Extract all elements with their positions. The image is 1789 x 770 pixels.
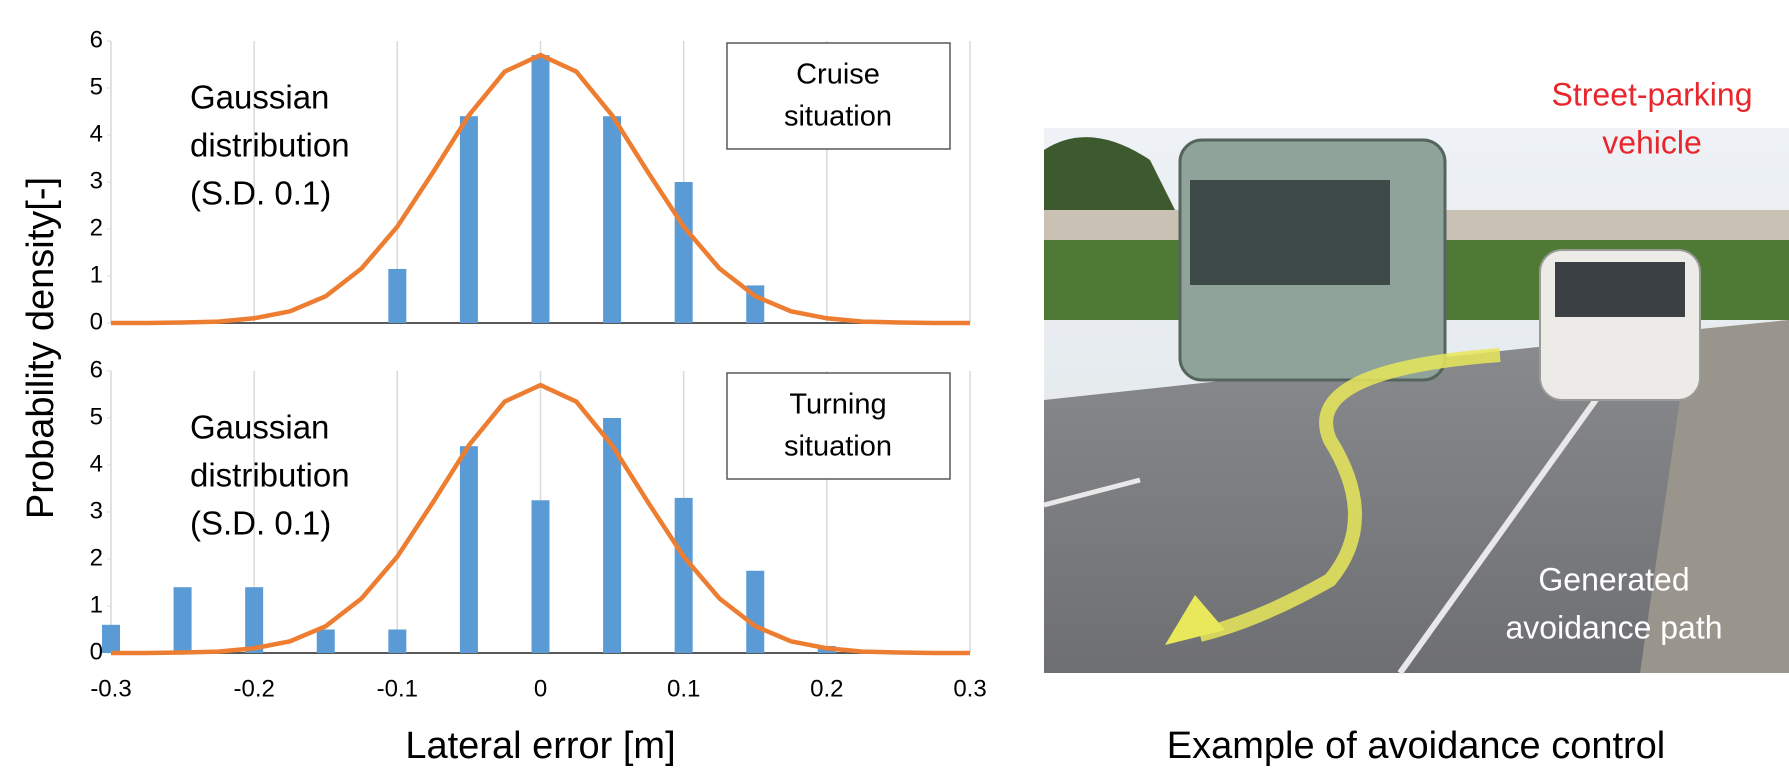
y-tick-label: 3 bbox=[90, 497, 103, 524]
y-tick-label: 3 bbox=[90, 167, 103, 194]
annotation: Gaussian bbox=[190, 79, 329, 116]
x-tick-label: -0.3 bbox=[90, 675, 131, 702]
bar bbox=[102, 625, 120, 653]
situation-label: situation bbox=[784, 101, 892, 133]
bar bbox=[317, 630, 335, 654]
y-axis-label: Probability density[-] bbox=[20, 177, 62, 519]
y-tick-label: 5 bbox=[90, 403, 103, 430]
path-label: avoidance path bbox=[1505, 609, 1722, 645]
y-tick-label: 4 bbox=[90, 450, 103, 477]
bar bbox=[460, 116, 478, 323]
photo-van-window bbox=[1555, 262, 1685, 317]
x-tick-label: -0.2 bbox=[233, 675, 274, 702]
vehicle-label: Street-parking bbox=[1552, 76, 1753, 112]
photo-bus-window bbox=[1190, 180, 1390, 285]
annotation: Gaussian bbox=[190, 409, 329, 446]
x-tick-label: 0.1 bbox=[667, 675, 700, 702]
situation-label: situation bbox=[784, 431, 892, 463]
vehicle-label: vehicle bbox=[1602, 124, 1702, 160]
bar bbox=[746, 571, 764, 653]
annotation: (S.D. 0.1) bbox=[190, 505, 331, 542]
annotation: distribution bbox=[190, 457, 350, 494]
y-tick-label: 2 bbox=[90, 544, 103, 571]
y-tick-label: 4 bbox=[90, 120, 103, 147]
bar bbox=[174, 587, 192, 653]
bar bbox=[532, 500, 550, 653]
bar bbox=[388, 269, 406, 323]
y-tick-label: 1 bbox=[90, 591, 103, 618]
x-tick-label: -0.1 bbox=[377, 675, 418, 702]
y-tick-label: 6 bbox=[90, 26, 103, 53]
bar bbox=[675, 182, 693, 323]
bar bbox=[603, 116, 621, 323]
photo-caption: Example of avoidance control bbox=[1167, 725, 1666, 767]
annotation: distribution bbox=[190, 127, 350, 164]
y-tick-label: 1 bbox=[90, 261, 103, 288]
x-tick-label: 0 bbox=[534, 675, 547, 702]
x-axis-label: Lateral error [m] bbox=[405, 725, 675, 767]
y-tick-label: 2 bbox=[90, 214, 103, 241]
y-tick-label: 5 bbox=[90, 73, 103, 100]
path-label: Generated bbox=[1538, 561, 1689, 597]
figure: Street-parking vehicle Generated avoidan… bbox=[0, 0, 1789, 770]
bar bbox=[460, 446, 478, 653]
y-tick-label: 0 bbox=[90, 308, 103, 335]
situation-label: Cruise bbox=[796, 59, 880, 91]
bar bbox=[675, 498, 693, 653]
annotation: (S.D. 0.1) bbox=[190, 175, 331, 212]
situation-label: Turning bbox=[789, 389, 886, 421]
x-tick-label: 0.3 bbox=[953, 675, 986, 702]
y-tick-label: 6 bbox=[90, 356, 103, 383]
y-tick-label: 0 bbox=[90, 638, 103, 665]
bar bbox=[388, 630, 406, 654]
x-tick-label: 0.2 bbox=[810, 675, 843, 702]
bar bbox=[532, 55, 550, 323]
bar bbox=[245, 587, 263, 653]
